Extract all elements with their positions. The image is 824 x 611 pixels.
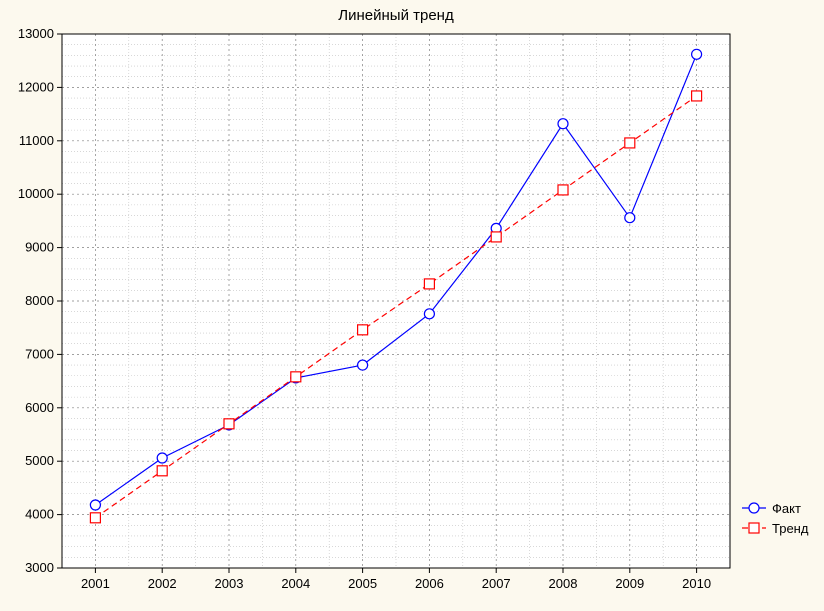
- legend-label: Тренд: [772, 521, 809, 536]
- marker: [491, 232, 501, 242]
- x-tick-label: 2005: [348, 576, 377, 591]
- marker: [90, 500, 100, 510]
- x-tick-label: 2004: [281, 576, 310, 591]
- marker: [424, 309, 434, 319]
- marker: [291, 372, 301, 382]
- marker: [224, 419, 234, 429]
- y-tick-label: 13000: [18, 26, 54, 41]
- x-tick-label: 2002: [148, 576, 177, 591]
- x-tick-label: 2003: [215, 576, 244, 591]
- marker: [157, 453, 167, 463]
- marker: [692, 49, 702, 59]
- y-tick-label: 5000: [25, 453, 54, 468]
- x-tick-label: 2001: [81, 576, 110, 591]
- line-chart: 3000 4000 5000 6000 7000 8000 9000 10000 11000 12…: [0, 0, 824, 611]
- y-tick-label: 11000: [19, 133, 54, 148]
- x-tick-label: 2009: [615, 576, 644, 591]
- marker: [424, 279, 434, 289]
- marker: [558, 185, 568, 195]
- x-tick-label: 2008: [549, 576, 578, 591]
- y-tick-label: 12000: [18, 79, 54, 94]
- marker: [90, 513, 100, 523]
- y-tick-label: 9000: [25, 240, 54, 255]
- marker: [625, 213, 635, 223]
- y-tick-label: 10000: [18, 186, 54, 201]
- x-tick-label: 2010: [682, 576, 711, 591]
- y-tick-label: 6000: [25, 400, 54, 415]
- chart-title: Линейный тренд: [338, 7, 454, 24]
- x-tick-label: 2006: [415, 576, 444, 591]
- marker: [625, 138, 635, 148]
- y-tick-label: 8000: [25, 293, 54, 308]
- legend-label: Факт: [772, 501, 801, 516]
- y-tick-label: 3000: [25, 560, 54, 575]
- y-tick-label: 7000: [25, 346, 54, 361]
- marker: [157, 466, 167, 476]
- y-tick-label: 4000: [25, 507, 54, 522]
- marker: [358, 325, 368, 335]
- x-tick-label: 2007: [482, 576, 511, 591]
- marker: [358, 360, 368, 370]
- marker: [692, 91, 702, 101]
- marker: [558, 119, 568, 129]
